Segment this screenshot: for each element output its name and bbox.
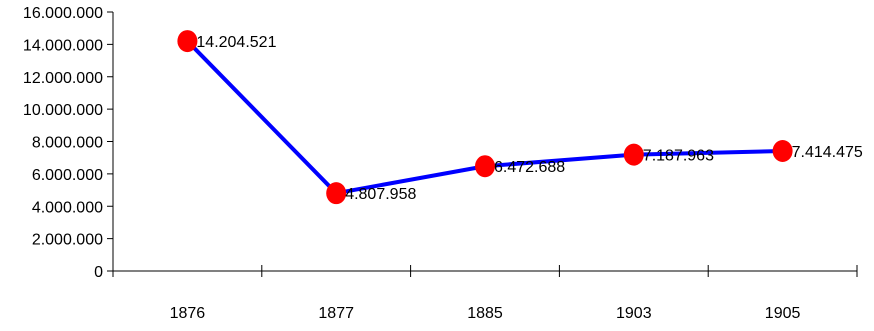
x-tick-label: 1905 (765, 305, 801, 322)
data-label: 4.807.958 (345, 186, 416, 203)
data-point-marker (177, 30, 198, 53)
data-point-marker (772, 139, 793, 162)
y-tick-label: 14.000.000 (23, 37, 103, 54)
y-tick-label: 8.000.000 (32, 135, 103, 152)
y-tick-label: 16.000.000 (23, 5, 103, 22)
y-tick-label: 6.000.000 (32, 167, 103, 184)
data-label: 7.187.963 (643, 148, 714, 165)
data-point-marker (623, 143, 644, 166)
data-label: 6.472.688 (494, 159, 565, 176)
y-tick-label: 2.000.000 (32, 232, 103, 249)
data-label-group: 14.204.521 4.807.958 6.472.688 7.187.963 7.4… (196, 34, 862, 203)
x-tick-label: 1877 (318, 305, 354, 322)
y-axis-ticks: 0 2.000.000 4.000.000 6.000.000 8.000.000 10.… (23, 5, 113, 281)
y-tick-label: 10.000.000 (23, 102, 103, 119)
x-tick-label: 1876 (170, 305, 206, 322)
y-tick-label: 4.000.000 (32, 199, 103, 216)
marker-group (177, 30, 793, 205)
x-tick-label: 1903 (616, 305, 652, 322)
y-tick-label: 12.000.000 (23, 70, 103, 87)
data-label: 7.414.475 (792, 144, 863, 161)
x-axis-ticks: 1876 1877 1885 1903 1905 (112, 265, 858, 322)
x-tick-label: 1885 (467, 305, 503, 322)
y-tick-label: 0 (94, 264, 103, 281)
data-point-marker (326, 182, 347, 205)
data-label: 14.204.521 (196, 34, 276, 51)
data-point-marker (475, 155, 495, 178)
